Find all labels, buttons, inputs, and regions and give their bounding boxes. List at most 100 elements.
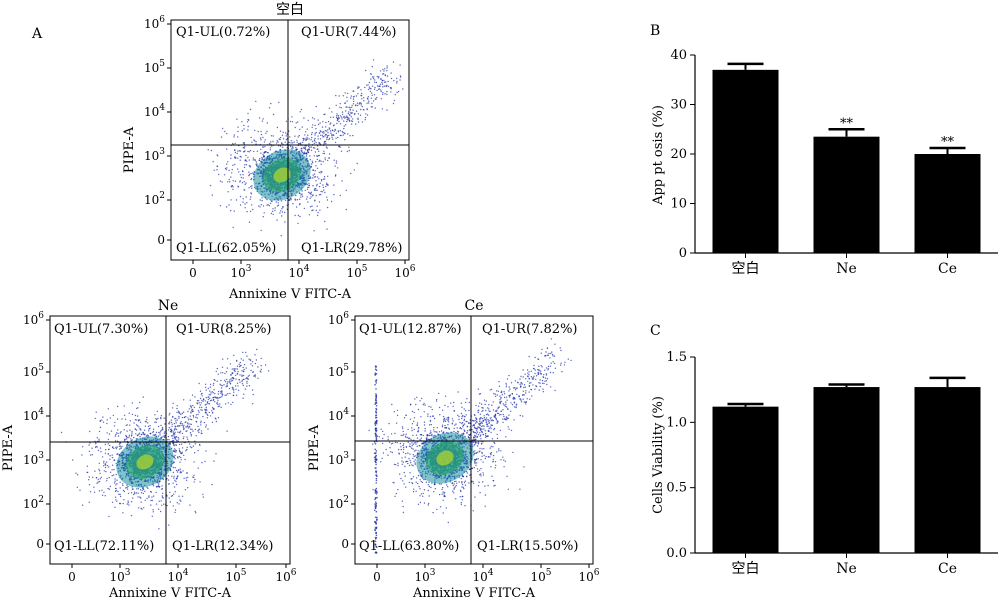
flow-event-dot [250, 193, 253, 195]
flow-event-dot [399, 64, 401, 66]
flow-event-dot [225, 386, 227, 388]
flow-event-dot [111, 501, 114, 503]
flow-event-dot [438, 392, 440, 395]
flow-event-dot [211, 483, 213, 486]
flow-event-dot [222, 358, 224, 360]
flow-event-dot [229, 392, 231, 395]
flow-event-dot [380, 428, 382, 430]
flow-event-dot [314, 170, 316, 172]
flow-event-dot [323, 176, 326, 178]
flow-event-dot [143, 429, 146, 431]
flow-event-dot [79, 489, 81, 491]
flow-event-dot [322, 136, 324, 138]
flow-event-dot [319, 182, 321, 184]
flow-event-dot [340, 116, 343, 118]
flow-event-dot [215, 453, 217, 455]
flow-event-dot [217, 155, 219, 157]
flow-event-dot [266, 198, 268, 201]
flow-event-dot [217, 405, 220, 408]
flow-event-dot [453, 487, 455, 489]
flow-event-dot [386, 93, 388, 96]
flow-event-dot [274, 207, 276, 209]
flow-event-dot [217, 390, 220, 393]
flow-event-dot [300, 194, 302, 196]
flow-event-dot [487, 414, 490, 416]
flow-event-dot [298, 150, 301, 153]
flow-event-dot [104, 452, 107, 454]
flow-event-dot [254, 374, 256, 376]
flow-event-dot [328, 137, 331, 140]
flow-event-dot [462, 486, 464, 489]
quadrant-ur-label: Q1-UR(8.25%) [176, 322, 272, 337]
flow-event-dot [260, 204, 262, 206]
flow-event-dot [151, 496, 153, 498]
flow-event-dot [216, 367, 218, 370]
flow-event-dot [439, 506, 442, 508]
flow-event-dot [247, 375, 249, 377]
flow-event-dot [157, 425, 160, 428]
flow-event-dot [320, 180, 323, 182]
flow-event-dot [403, 433, 405, 436]
flow-event-dot [299, 128, 301, 131]
flow-event-dot [181, 451, 183, 453]
flow-event-dot [243, 142, 245, 144]
flow-event-dot [330, 116, 332, 119]
flow-event-dot [140, 501, 142, 503]
flow-event-dot [318, 154, 320, 157]
flow-event-dot [174, 451, 176, 453]
flow-event-dot [140, 429, 142, 431]
flow-event-dot [438, 431, 441, 433]
flow-event-dot [381, 457, 383, 460]
flow-event-dot [108, 515, 110, 518]
flow-event-dot [513, 419, 515, 421]
flow-event-dot [196, 421, 198, 423]
flow-event-dot [342, 95, 345, 97]
flow-event-dot [243, 364, 246, 366]
flow-event-dot [98, 468, 100, 470]
flow-event-dot [310, 196, 312, 198]
flow-event-dot [356, 102, 359, 104]
flow-event-dot [480, 459, 482, 461]
flow-event-dot [278, 101, 280, 104]
flow-event-dot [226, 383, 228, 385]
flow-event-dot [174, 491, 176, 493]
flow-event-dot [326, 199, 329, 201]
flow-event-dot [185, 416, 187, 418]
flow-event-dot [194, 428, 197, 431]
flow-event-dot [440, 430, 443, 432]
flow-event-dot [442, 499, 444, 501]
flow-event-dot [152, 511, 154, 513]
flow-event-dot [101, 489, 103, 491]
flow-event-dot [407, 441, 409, 443]
flow-event-dot [454, 486, 456, 488]
flow-event-dot [441, 487, 444, 489]
flow-event-dot [270, 212, 273, 215]
flow-event-dot [348, 149, 350, 152]
flow-xlabel: Annixine V FITC-A [108, 586, 232, 601]
flow-event-dot [168, 426, 171, 429]
flow-event-dot [387, 454, 389, 456]
flow-event-dot [261, 120, 264, 122]
flow-event-dot [106, 477, 108, 480]
flow-event-dot [269, 149, 271, 151]
flow-event-dot [444, 495, 446, 497]
flow-event-dot [496, 437, 499, 440]
flow-event-dot [234, 370, 236, 373]
flow-event-dot [201, 462, 203, 464]
flow-event-dot [242, 174, 244, 176]
flow-event-dot [112, 464, 114, 466]
flow-event-dot [353, 113, 356, 116]
flow-event-dot [179, 499, 181, 501]
flow-event-dot [177, 469, 180, 471]
flow-event-dot [215, 418, 217, 420]
flow-event-dot [173, 477, 175, 479]
flow-event-dot [423, 402, 425, 405]
flow-event-dot [243, 181, 245, 183]
flow-event-dot [418, 485, 420, 488]
flow-event-dot [441, 426, 444, 428]
flow-event-dot [461, 483, 464, 486]
flow-event-dot [300, 196, 302, 198]
flow-event-dot [235, 157, 237, 159]
flow-event-dot [316, 205, 318, 207]
flow-event-dot [472, 480, 474, 483]
